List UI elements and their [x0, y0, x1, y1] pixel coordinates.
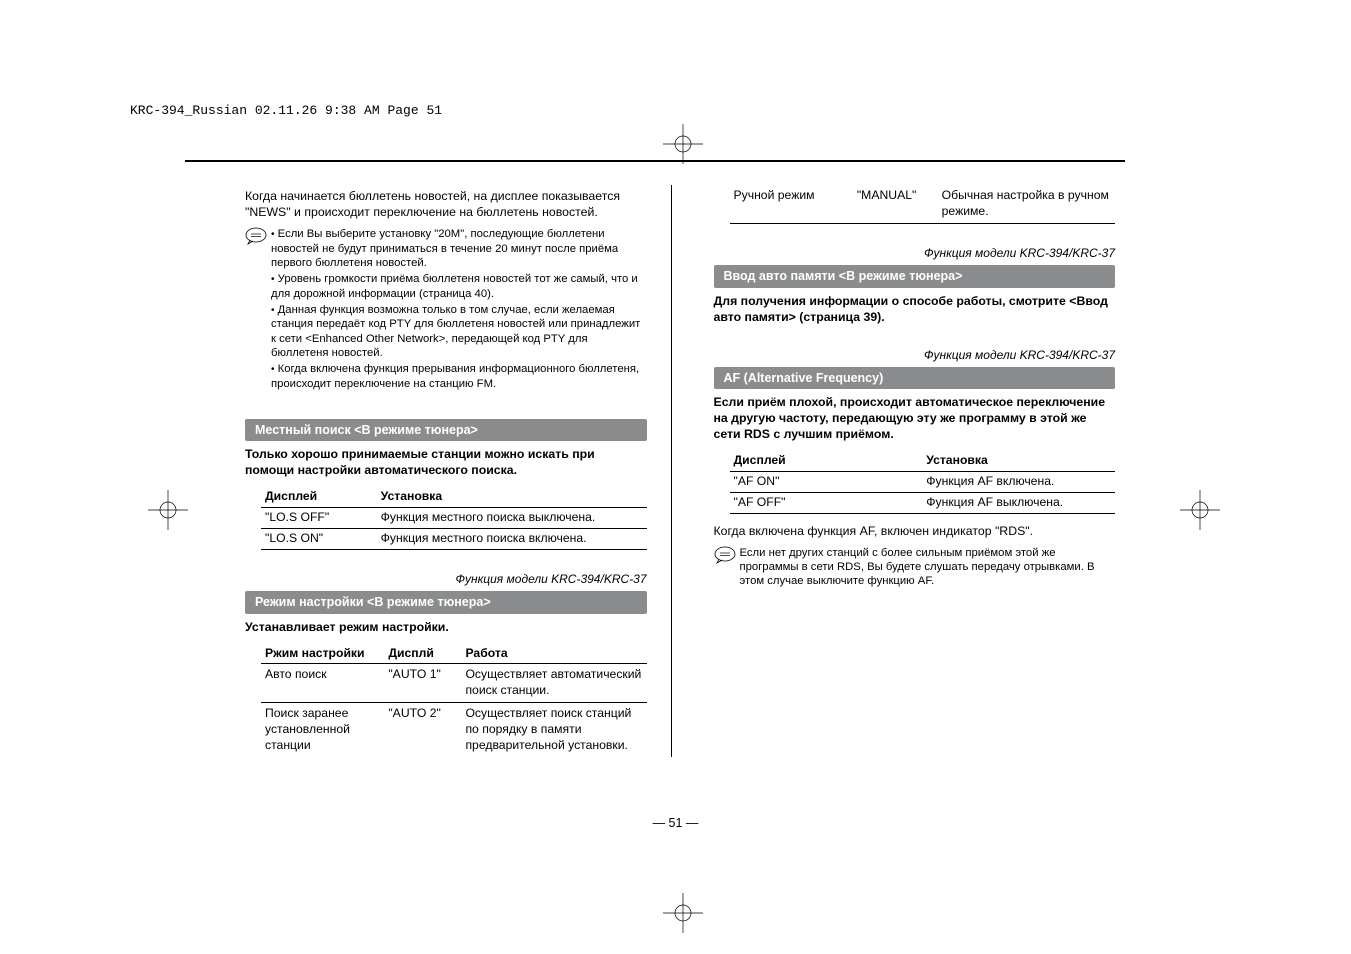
table-row: "LO.S OFF" Функция местного поиска выклю… [261, 507, 647, 528]
note-items: • Если Вы выберите установку "20M", посл… [271, 227, 647, 393]
section-heading-af: AF (Alternative Frequency) [714, 367, 1116, 389]
note-item: • Уровень громкости приёма бюллетеня нов… [271, 272, 647, 301]
cross-circle-icon [148, 490, 188, 530]
local-seek-table: Дисплей Установка "LO.S OFF" Функция мес… [261, 487, 647, 550]
registration-mark-bottom [663, 893, 703, 938]
table-cell: "AUTO 1" [384, 664, 461, 703]
note-text: Уровень громкости приёма бюллетеня новос… [271, 273, 638, 300]
registration-mark-left [148, 490, 188, 535]
local-seek-subtitle: Только хорошо принимаемые станции можно … [245, 447, 647, 479]
note-icon [714, 546, 734, 562]
table-cell: Функция AF выключена. [922, 493, 1115, 514]
table-row: "AF OFF" Функция AF выключена. [730, 493, 1116, 514]
table-row: "LO.S ON" Функция местного поиска включе… [261, 528, 647, 549]
registration-mark-top [663, 124, 703, 169]
note-text: Данная функция возможна только в том слу… [271, 304, 640, 359]
note-block: Если нет других станций с более сильным … [714, 546, 1116, 591]
table-header: Дисплей [730, 451, 923, 471]
cross-circle-icon [663, 124, 703, 164]
table-cell: Функция местного поиска выключена. [377, 507, 647, 528]
table-header: Работа [461, 644, 646, 664]
table-row: Авто поиск "AUTO 1" Осуществляет автомат… [261, 664, 647, 703]
table-cell: Осуществляет автоматический поиск станци… [461, 664, 646, 703]
table-cell: "LO.S OFF" [261, 507, 377, 528]
table-cell: "AF ON" [730, 472, 923, 493]
tuning-continuation-wrap: Ручной режим "MANUAL" Обычная настройка … [714, 185, 1116, 224]
table-cell: Функция местного поиска включена. [377, 528, 647, 549]
intro-paragraph: Когда начинается бюллетень новостей, на … [245, 189, 647, 221]
af-subtitle: Если приём плохой, происходит автоматиче… [714, 395, 1116, 443]
section-heading-auto-memory: Ввод авто памяти <В режиме тюнера> [714, 265, 1116, 287]
note-item: • Когда включена функция прерывания инфо… [271, 362, 647, 391]
table-header: Дисплй [384, 644, 461, 664]
model-note: Функция модели KRC-394/KRC-37 [714, 246, 1116, 262]
note-item: Если нет других станций с более сильным … [740, 546, 1116, 589]
right-column: Ручной режим "MANUAL" Обычная настройка … [714, 185, 1116, 757]
table-header: Установка [922, 451, 1115, 471]
page-number: — 51 — [0, 816, 1351, 830]
table-header: Ржим настройки [261, 644, 384, 664]
note-text: Если Вы выберите установку "20M", послед… [271, 228, 618, 269]
note-item: • Если Вы выберите установку "20M", посл… [271, 227, 647, 270]
page-content: Когда начинается бюллетень новостей, на … [245, 185, 1115, 757]
table-cell: Обычная настройка в ручном режиме. [938, 185, 1115, 223]
table-cell: Ручной режим [730, 185, 853, 223]
cross-circle-icon [1180, 490, 1220, 530]
print-header-slug: KRC-394_Russian 02.11.26 9:38 AM Page 51 [130, 103, 442, 118]
registration-mark-right [1180, 490, 1220, 535]
table-row: "AF ON" Функция AF включена. [730, 472, 1116, 493]
af-rds-indicator-note: Когда включена функция AF, включен индик… [714, 524, 1116, 540]
table-cell: "AUTO 2" [384, 703, 461, 757]
af-table-wrap: Дисплей Установка "AF ON" Функция AF вкл… [714, 451, 1116, 514]
table-cell: Авто поиск [261, 664, 384, 703]
table-cell: "LO.S ON" [261, 528, 377, 549]
tuning-mode-subtitle: Устанавливает режим настройки. [245, 620, 647, 636]
note-item: • Данная функция возможна только в том с… [271, 303, 647, 360]
note-block: • Если Вы выберите установку "20M", посл… [245, 227, 647, 393]
note-text: Когда включена функция прерывания информ… [271, 363, 639, 390]
left-column: Когда начинается бюллетень новостей, на … [245, 185, 672, 757]
top-horizontal-rule [185, 160, 1125, 162]
cross-circle-icon [663, 893, 703, 933]
note-icon [245, 227, 265, 243]
local-seek-table-wrap: Дисплей Установка "LO.S OFF" Функция мес… [245, 487, 647, 550]
table-cell: "AF OFF" [730, 493, 923, 514]
model-note: Функция модели KRC-394/KRC-37 [245, 572, 647, 588]
table-row: Ручной режим "MANUAL" Обычная настройка … [730, 185, 1116, 223]
tuning-mode-table-continued: Ручной режим "MANUAL" Обычная настройка … [730, 185, 1116, 224]
table-cell: Функция AF включена. [922, 472, 1115, 493]
table-cell: Поиск заранее установленной станции [261, 703, 384, 757]
table-cell: Осуществляет поиск станций по порядку в … [461, 703, 646, 757]
table-cell: "MANUAL" [853, 185, 938, 223]
section-heading-local-seek: Местный поиск <В режиме тюнера> [245, 419, 647, 441]
tuning-table-wrap: Ржим настройки Дисплй Работа Авто поиск … [245, 644, 647, 757]
note-items: Если нет других станций с более сильным … [740, 546, 1116, 591]
table-row: Поиск заранее установленной станции "AUT… [261, 703, 647, 757]
section-heading-tuning-mode: Режим настройки <В режиме тюнера> [245, 591, 647, 613]
model-note: Функция модели KRC-394/KRC-37 [714, 348, 1116, 364]
auto-memory-subtitle: Для получения информации о способе работ… [714, 294, 1116, 326]
table-header: Установка [377, 487, 647, 507]
table-header: Дисплей [261, 487, 377, 507]
tuning-mode-table: Ржим настройки Дисплй Работа Авто поиск … [261, 644, 647, 757]
af-table: Дисплей Установка "AF ON" Функция AF вкл… [730, 451, 1116, 514]
